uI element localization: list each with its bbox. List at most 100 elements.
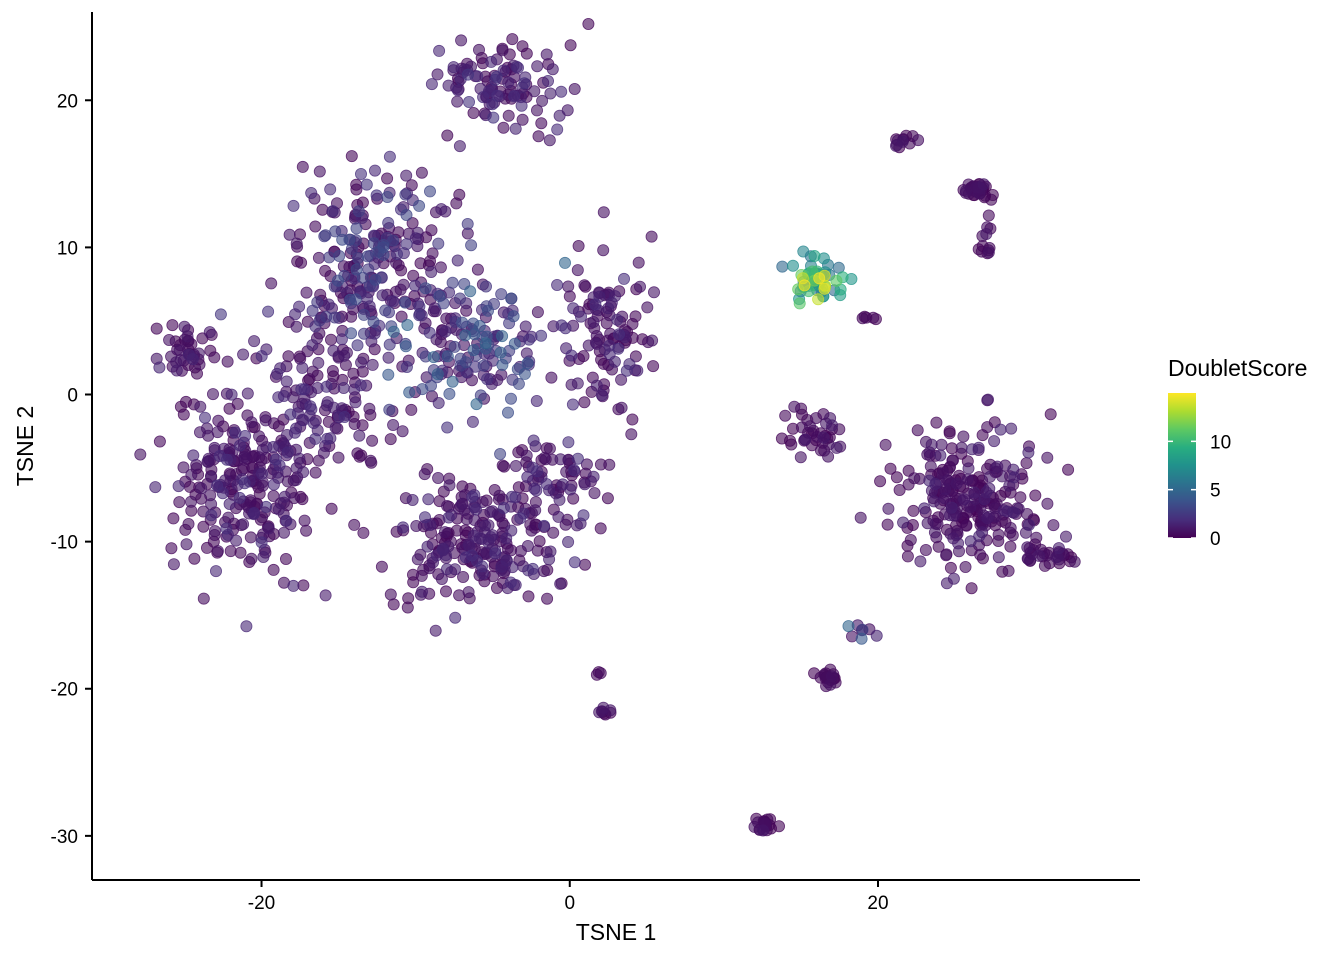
scatter-point [403, 386, 416, 399]
x-tick-label: -20 [248, 893, 275, 914]
scatter-point [459, 356, 472, 369]
scatter-point [367, 315, 380, 328]
legend-tick-label: 5 [1210, 481, 1221, 502]
legend-colorbar [1168, 393, 1196, 538]
scatter-point [502, 109, 515, 122]
scatter-point [526, 562, 539, 575]
scatter-point [205, 498, 218, 511]
scatter-point [1022, 446, 1035, 459]
scatter-point [924, 460, 937, 473]
scatter-point [818, 282, 831, 295]
scatter-point [353, 450, 366, 463]
scatter-point [520, 47, 533, 60]
scatter-point [311, 296, 324, 309]
scatter-point [487, 111, 500, 124]
scatter-point [287, 199, 300, 212]
scatter-point [506, 33, 519, 46]
scatter-point [313, 165, 326, 178]
legend-tick-label: 0 [1210, 529, 1221, 550]
scatter-point [918, 502, 931, 515]
scatter-point [336, 233, 349, 246]
scatter-point [497, 501, 510, 514]
scatter-point [977, 178, 990, 191]
scatter-point [282, 350, 295, 363]
scatter-point [587, 470, 600, 483]
scatter-point [198, 411, 211, 424]
scatter-point [544, 87, 557, 100]
scatter-point [882, 502, 895, 515]
scatter-point [502, 76, 515, 89]
scatter-point [434, 261, 447, 274]
scatter-point [206, 388, 219, 401]
scatter-point [352, 205, 365, 218]
scatter-point [338, 410, 351, 423]
scatter-point [406, 493, 419, 506]
scatter-point [516, 113, 529, 126]
scatter-point [495, 288, 508, 301]
scatter-point [611, 313, 624, 326]
scatter-point [466, 415, 479, 428]
scatter-point [940, 549, 953, 562]
scatter-point [421, 540, 434, 553]
scatter-point [399, 340, 412, 353]
scatter-point [551, 278, 564, 291]
scatter-point [981, 421, 994, 434]
scatter-point [233, 439, 246, 452]
scatter-point [333, 249, 346, 262]
scatter-point [432, 237, 445, 250]
scatter-point [289, 474, 302, 487]
scatter-point [153, 361, 166, 374]
scatter-point [597, 244, 610, 257]
scatter-point [494, 346, 507, 359]
scatter-point [211, 479, 224, 492]
scatter-point [944, 561, 957, 574]
scatter-point [418, 511, 431, 524]
scatter-point [442, 511, 455, 524]
scatter-point [211, 545, 224, 558]
scatter-point [501, 406, 514, 419]
scatter-point [453, 140, 466, 153]
scatter-point [950, 477, 963, 490]
scatter-point [525, 524, 538, 537]
scatter-point [551, 123, 564, 136]
scatter-point [329, 225, 342, 238]
scatter-point [194, 400, 207, 413]
scatter-point [587, 315, 600, 328]
scatter-point [473, 532, 486, 545]
scatter-point [908, 472, 921, 485]
scatter-point [384, 433, 397, 446]
scatter-point [211, 426, 224, 439]
scatter-point [399, 188, 412, 201]
scatter-point [962, 462, 975, 475]
scatter-point [553, 109, 566, 122]
scatter-point [477, 359, 490, 372]
scatter-point [187, 449, 200, 462]
scatter-point [813, 272, 826, 285]
scatter-point [647, 360, 660, 373]
scatter-point [237, 518, 250, 531]
scatter-point [779, 409, 792, 422]
scatter-point [267, 563, 280, 576]
scatter-point [568, 556, 581, 569]
scatter-point [441, 421, 454, 434]
legend-ticks: 0 5 10 [1168, 432, 1231, 550]
scatter-point [357, 308, 370, 321]
scatter-point [982, 209, 995, 222]
scatter-point [521, 357, 534, 370]
scatter-point [539, 453, 552, 466]
scatter-point [423, 326, 436, 339]
scatter-point [165, 542, 178, 555]
scatter-point [471, 263, 484, 276]
scatter-point [271, 367, 284, 380]
scatter-point [320, 310, 333, 323]
scatter-point [552, 510, 565, 523]
scatter-point [521, 540, 534, 553]
scatter-point [451, 95, 464, 108]
scatter-point [446, 375, 459, 388]
scatter-point [203, 326, 216, 339]
scatter-point [415, 585, 428, 598]
scatter-point [262, 522, 275, 535]
scatter-point [1002, 564, 1015, 577]
scatter-point [255, 350, 268, 363]
